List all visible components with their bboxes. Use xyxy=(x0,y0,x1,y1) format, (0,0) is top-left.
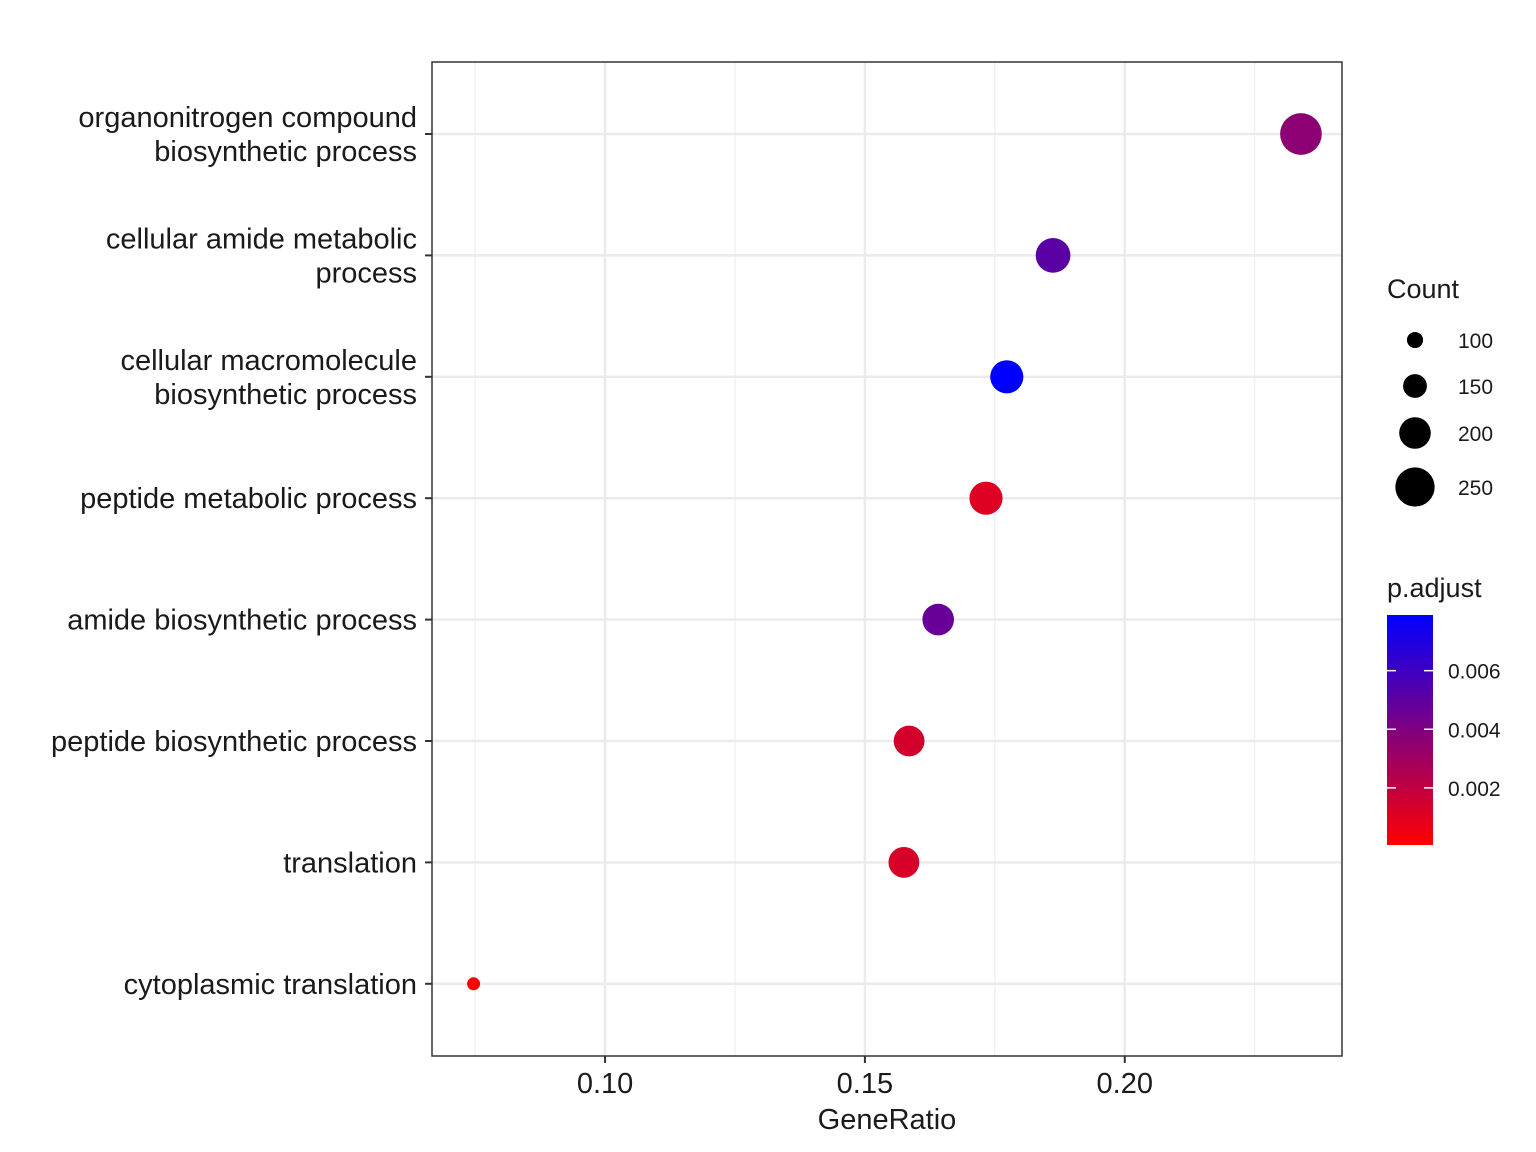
count-legend-key xyxy=(1403,374,1427,398)
data-point xyxy=(893,725,925,757)
count-legend-label: 100 xyxy=(1458,330,1493,353)
y-tick-label: process xyxy=(315,257,417,289)
count-legend-key xyxy=(1406,331,1424,349)
data-point xyxy=(922,603,954,636)
data-point xyxy=(990,360,1024,394)
x-tick-label: 0.10 xyxy=(577,1068,633,1100)
x-axis-title: GeneRatio xyxy=(818,1104,957,1136)
count-legend: Count 100 150 200 250 xyxy=(1387,274,1493,507)
count-legend-key xyxy=(1395,467,1435,507)
p-adjust-legend: p.adjust 0.002 0.004 0.006 xyxy=(1387,573,1501,845)
y-tick-label: peptide metabolic process xyxy=(80,483,417,515)
x-tick-label: 0.20 xyxy=(1097,1068,1153,1100)
colorbar-label: 0.006 xyxy=(1448,661,1501,684)
count-legend-label: 250 xyxy=(1458,477,1493,500)
count-legend-title: Count xyxy=(1387,274,1460,304)
y-tick-label: amide biosynthetic process xyxy=(67,605,417,637)
count-legend-label: 150 xyxy=(1458,376,1493,399)
data-points xyxy=(467,113,1322,991)
y-tick-label: cellular amide metabolic xyxy=(106,223,417,255)
data-point xyxy=(1035,238,1071,273)
major-gridlines xyxy=(432,62,1342,1056)
y-tick-label: cellular macromolecule xyxy=(120,345,417,377)
y-tick-label: biosynthetic process xyxy=(154,136,417,168)
y-tick-label: organonitrogen compound xyxy=(78,102,417,134)
data-point xyxy=(969,481,1003,515)
p-adjust-legend-title: p.adjust xyxy=(1387,573,1482,603)
panel-border xyxy=(431,61,1343,1057)
x-axis: 0.10 0.15 0.20 xyxy=(577,1056,1153,1100)
minor-gridlines xyxy=(474,62,1256,1056)
colorbar-label: 0.004 xyxy=(1448,719,1501,742)
count-legend-key xyxy=(1399,417,1431,449)
count-legend-label: 200 xyxy=(1458,423,1493,446)
y-tick-label: cytoplasmic translation xyxy=(124,969,417,1001)
data-point xyxy=(1280,113,1322,155)
y-tick-label: translation xyxy=(283,847,417,879)
x-tick-label: 0.15 xyxy=(837,1068,893,1100)
colorbar-label: 0.002 xyxy=(1448,778,1501,801)
y-tick-label: peptide biosynthetic process xyxy=(51,726,417,758)
data-point xyxy=(467,977,481,991)
data-point xyxy=(888,846,920,878)
y-tick-label: biosynthetic process xyxy=(154,379,417,411)
